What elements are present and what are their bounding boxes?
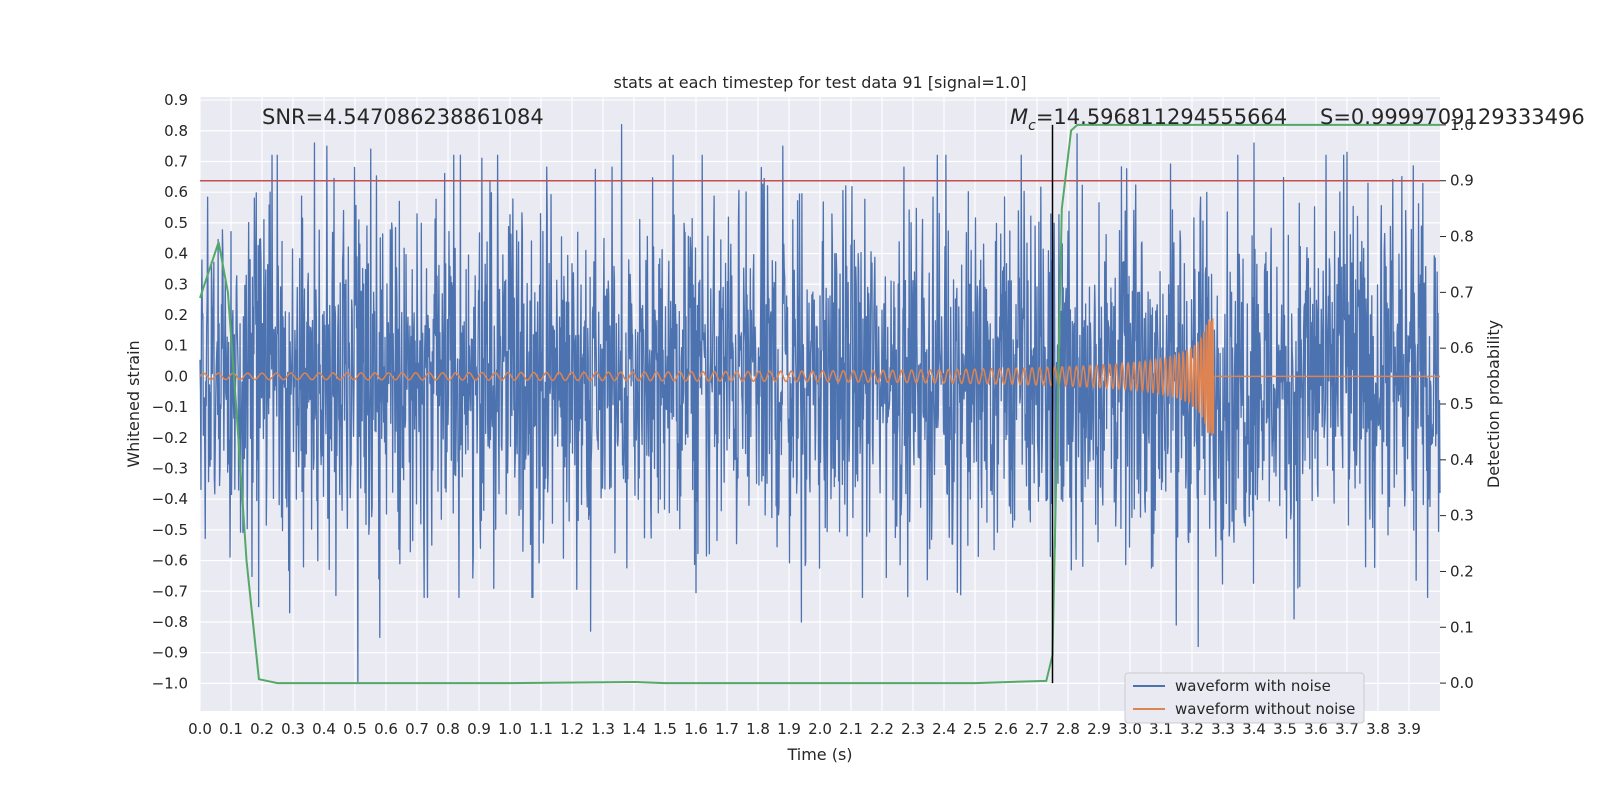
x-tick-label: 1.0 [498,720,522,738]
noise-series [199,123,1441,685]
y-tick-label: −0.7 [152,582,188,600]
x-tick-label: 2.0 [808,720,832,738]
y2-tick-labels: 1.0 0.9 0.8 0.7 0.6 0.5 0.4 0.3 0.2 0.1 0.0 [1440,116,1474,692]
x-tick-label: 1.5 [653,720,677,738]
y-tick-label: 0.5 [164,214,188,232]
x-tick-label: 2.4 [932,720,956,738]
snr-annotation: SNR=4.547086238861084 [262,105,544,129]
x-tick-label: 3.6 [1304,720,1328,738]
chart-title: stats at each timestep for test data 91 … [614,73,1027,92]
y-tick-label: −0.4 [152,490,188,508]
y-tick-label: 0.8 [164,122,188,140]
x-tick-label: 2.7 [1025,720,1049,738]
y-tick-label: −0.3 [152,459,188,477]
y-tick-label: 0.3 [164,275,188,293]
y-tick-label: 0.1 [164,337,188,355]
x-tick-label: 1.6 [684,720,708,738]
y-tick-label: −1.0 [152,674,188,692]
x-tick-label: 0.1 [219,720,243,738]
y2-tick-label: 0.7 [1450,283,1474,301]
x-tick-label: 3.2 [1180,720,1204,738]
y-tick-labels: 0.9 0.8 0.7 0.6 0.5 0.4 0.3 0.2 0.1 0.0 −0.1 −0.2 −0… [152,91,188,692]
y2-tick-label: 0.0 [1450,674,1474,692]
x-tick-label: 2.2 [870,720,894,738]
chirp-mass-value: =14.596811294555664 [1036,105,1287,129]
y2-tick-label: 0.1 [1450,618,1474,636]
x-tick-label: 0.4 [312,720,336,738]
y-tick-label: 0.4 [164,245,188,263]
y-tick-label: −0.8 [152,613,188,631]
x-tick-label: 3.1 [1149,720,1173,738]
chirp-mass-symbol: M [1010,105,1028,129]
y-tick-label: 0.0 [164,367,188,385]
x-tick-label: 0.8 [436,720,460,738]
y-tick-label: −0.6 [152,552,188,570]
x-tick-label: 3.9 [1397,720,1421,738]
x-tick-label: 0.0 [188,720,212,738]
y-tick-label: 0.7 [164,152,188,170]
y2-tick-label: 0.2 [1450,562,1474,580]
x-tick-label: 0.7 [405,720,429,738]
x-tick-label: 1.4 [622,720,646,738]
y2-tick-label: 1.0 [1450,116,1474,134]
x-tick-label: 2.9 [1087,720,1111,738]
y2-tick-label: 0.5 [1450,395,1474,413]
legend: waveform with noise waveform without noi… [1124,672,1365,724]
x-tick-label: 0.3 [281,720,305,738]
y-tick-label: −0.9 [152,644,188,662]
clean-series [199,318,1440,435]
x-tick-label: 1.9 [777,720,801,738]
x-tick-label: 2.8 [1056,720,1080,738]
x-tick-label: 1.3 [591,720,615,738]
x-tick-label: 3.0 [1118,720,1142,738]
x-tick-label: 1.7 [715,720,739,738]
x-tick-label: 1.8 [746,720,770,738]
detection-probability-line [199,123,1440,685]
x-tick-label: 1.1 [529,720,553,738]
x-tick-label: 3.3 [1211,720,1235,738]
legend-label-noise: waveform with noise [1175,677,1331,695]
y-tick-label: 0.2 [164,306,188,324]
legend-box [1124,672,1365,724]
x-tick-label: 3.7 [1335,720,1359,738]
x-tick-label: 3.5 [1273,720,1297,738]
x-tick-label: 0.9 [467,720,491,738]
chirp-mass-subscript: c [1028,118,1036,134]
x-axis-label: Time (s) [786,745,852,764]
s-annotation: S=0.9999709129333496 [1320,105,1585,129]
y-tick-label: 0.6 [164,183,188,201]
probability-series [199,123,1440,685]
y2-tick-label: 0.3 [1450,507,1474,525]
chirp-mass-annotation: Mc=14.596811294555664 [1010,105,1287,134]
x-tick-label: 0.5 [343,720,367,738]
x-tick-label: 3.4 [1242,720,1266,738]
y-tick-label: 0.9 [164,91,188,109]
x-tick-label: 1.2 [560,720,584,738]
x-tick-label: 0.6 [374,720,398,738]
x-tick-label: 2.1 [839,720,863,738]
y-tick-label: −0.5 [152,521,188,539]
x-tick-label: 2.3 [901,720,925,738]
noise-waveform-line [199,123,1441,685]
x-tick-label: 2.5 [963,720,987,738]
legend-label-clean: waveform without noise [1175,700,1355,718]
y2-tick-label: 0.9 [1450,172,1474,190]
x-tick-label: 3.8 [1366,720,1390,738]
y-tick-label: −0.2 [152,429,188,447]
y-axis-label: Whitened strain [124,340,143,467]
y2-axis-label: Detection probability [1484,320,1503,488]
y2-tick-label: 0.6 [1450,339,1474,357]
y-tick-label: −0.1 [152,398,188,416]
x-tick-labels: 0.0 0.1 0.2 0.3 0.4 0.5 0.6 0.7 0.8 0.9 1.0 1.1 1.2 1… [188,720,1421,738]
clean-waveform-line [199,318,1440,435]
y2-tick-label: 0.4 [1450,451,1474,469]
x-tick-label: 2.6 [994,720,1018,738]
x-tick-label: 0.2 [250,720,274,738]
y2-tick-label: 0.8 [1450,228,1474,246]
